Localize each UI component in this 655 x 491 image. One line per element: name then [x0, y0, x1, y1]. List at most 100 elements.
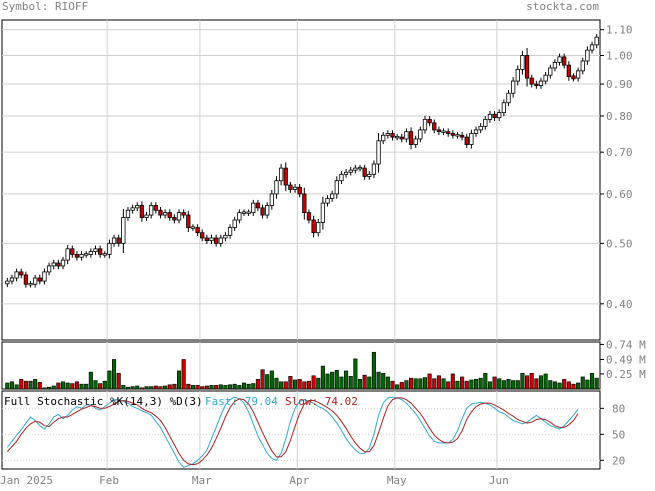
candle: [162, 212, 168, 216]
candle: [589, 44, 595, 51]
axis-labels: 1.10 1.00 0.90 0.80 0.70 0.60 0.50 0.40 Jan 2025…: [0, 24, 646, 487]
candle: [246, 211, 251, 214]
candle: [204, 237, 210, 242]
volume-bar: [125, 386, 131, 390]
candle: [102, 253, 107, 256]
candle: [381, 134, 386, 142]
volume-bar: [422, 377, 428, 390]
volume-bar: [84, 383, 89, 390]
candle: [501, 102, 507, 114]
price-tick-label: 0.90: [606, 78, 633, 91]
candle: [149, 205, 154, 216]
volume-bar: [130, 386, 135, 390]
candle: [580, 60, 585, 72]
volume-bar: [274, 377, 279, 390]
volume-bar: [344, 370, 349, 390]
candle: [487, 113, 493, 120]
grid-lines: [2, 20, 604, 469]
volume-bar: [186, 383, 191, 390]
volume-bar: [557, 382, 562, 390]
candle: [515, 69, 520, 82]
price-tick-label: 0.40: [606, 298, 633, 311]
candle: [390, 133, 395, 138]
volume-bar: [478, 377, 483, 390]
candle: [181, 212, 186, 216]
volume-bar: [269, 370, 274, 390]
volume-bar: [181, 359, 186, 390]
candle: [42, 271, 47, 282]
stoch-tick-label: 80: [612, 402, 625, 415]
volume-bar: [311, 375, 316, 390]
candle: [46, 265, 52, 273]
candle: [237, 212, 242, 221]
candle: [450, 133, 455, 136]
candle: [441, 130, 446, 133]
candle: [302, 193, 307, 214]
candle: [65, 248, 70, 261]
volume-bar: [195, 385, 200, 390]
volume-bar: [9, 381, 15, 390]
volume-bar: [534, 378, 539, 390]
volume-bar: [158, 386, 163, 390]
volume-bar: [172, 383, 177, 390]
volume-bar: [241, 382, 247, 390]
brand-link[interactable]: stockta.com: [526, 0, 599, 13]
candle: [297, 186, 302, 195]
candle: [288, 184, 293, 190]
volume-bar: [283, 381, 288, 390]
candle: [23, 274, 29, 285]
candle: [348, 169, 353, 173]
candle: [334, 180, 339, 195]
volume-bar: [302, 381, 307, 390]
volume-bar: [395, 384, 400, 390]
volume-bar: [353, 358, 358, 390]
volume-bar: [367, 376, 372, 390]
month-tick-label: Feb: [99, 474, 119, 486]
volume-bar: [580, 376, 585, 390]
volume-bar: [135, 385, 140, 390]
volume-bar: [42, 387, 47, 390]
price-tick-label: 0.80: [606, 110, 633, 123]
candle: [497, 112, 502, 119]
volume-bar: [543, 373, 548, 390]
candle: [269, 193, 274, 206]
price-tick-label: 0.50: [606, 237, 633, 250]
candle: [520, 55, 525, 70]
candle: [251, 202, 256, 214]
candle: [107, 242, 112, 255]
volume-bar: [65, 382, 70, 390]
candle: [186, 214, 191, 228]
volume-bar: [334, 370, 339, 390]
volume-bar: [576, 382, 581, 390]
volume-bar: [74, 381, 79, 390]
candle: [37, 277, 42, 282]
volume-bar: [306, 380, 312, 390]
stochastic-slow-label: Slow: 74.02: [285, 395, 358, 408]
candle: [316, 222, 321, 234]
stochastic-fast-label: Fast: 79.04: [205, 395, 278, 408]
volume-bar: [51, 385, 56, 390]
volume-bar: [200, 386, 205, 390]
candle: [511, 80, 516, 94]
candle: [74, 254, 80, 258]
candle: [427, 118, 432, 124]
candle: [172, 217, 177, 221]
volume-bar: [525, 375, 530, 390]
volume-bars: [5, 351, 599, 390]
volume-bar: [357, 379, 363, 390]
volume-bar: [552, 381, 557, 390]
volume-bar: [487, 381, 492, 390]
volume-bar: [399, 382, 404, 390]
candle: [311, 219, 316, 234]
volume-bar: [473, 379, 479, 390]
candle: [343, 171, 349, 175]
volume-bar: [413, 378, 418, 390]
candle: [353, 167, 358, 171]
candle: [33, 277, 38, 285]
volume-bar: [515, 380, 520, 390]
candle: [139, 205, 145, 218]
candle: [422, 118, 428, 131]
month-tick-label: Jan 2025: [0, 474, 53, 486]
volume-bar: [190, 385, 195, 390]
